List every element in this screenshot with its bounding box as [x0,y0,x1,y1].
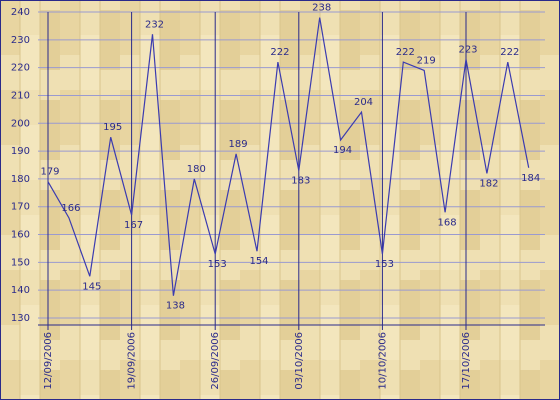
y-tick-label: 160 [11,230,30,241]
data-label: 189 [229,139,248,150]
plot: 179 166 145 195 167 232 138 180 153 189 154 222 183 2… [40,3,540,312]
data-label: 153 [208,259,227,270]
y-tick-label: 240 [11,7,30,18]
y-tick-label: 200 [11,118,30,129]
y-tick-label: 180 [11,174,30,185]
data-label: 222 [270,47,289,58]
data-label: 182 [479,178,498,189]
y-tick-label: 140 [11,285,30,296]
data-label: 232 [145,19,164,30]
data-label: 183 [291,176,310,187]
x-tick-label: 12/09/2006 [43,332,54,390]
grid: 130 140 150 160 170 180 190 200 210 220 230 240 12/0… [11,7,545,390]
y-tick-label: 220 [11,63,30,74]
data-line [47,17,530,296]
y-tick-label: 190 [11,146,30,157]
y-tick-label: 210 [11,90,30,101]
data-label: 179 [40,167,59,178]
data-label: 153 [375,259,394,270]
data-label: 166 [61,203,80,214]
x-tick-label: 17/10/2006 [461,332,472,390]
data-label: 154 [249,256,268,267]
data-label: 167 [124,220,143,231]
data-label: 222 [396,47,415,58]
data-label: 168 [438,217,457,228]
y-tick-label: 130 [11,313,30,324]
data-label: 194 [333,145,352,156]
data-label: 145 [82,281,101,292]
x-tick-label: 26/09/2006 [210,332,221,390]
data-label: 223 [458,44,477,55]
data-label: 219 [417,55,436,66]
y-tick-label: 230 [11,35,30,46]
y-tick-label: 170 [11,202,30,213]
x-tick-label: 10/10/2006 [377,332,388,390]
data-label: 195 [103,122,122,133]
x-tick-label: 03/10/2006 [294,332,305,390]
data-label: 184 [521,173,540,184]
data-label: 238 [312,3,331,14]
x-tick-label: 19/09/2006 [127,332,138,390]
data-label: 222 [500,47,519,58]
data-label: 180 [187,164,206,175]
data-label: 204 [354,97,373,108]
y-tick-label: 150 [11,257,30,268]
data-label: 138 [166,301,185,312]
